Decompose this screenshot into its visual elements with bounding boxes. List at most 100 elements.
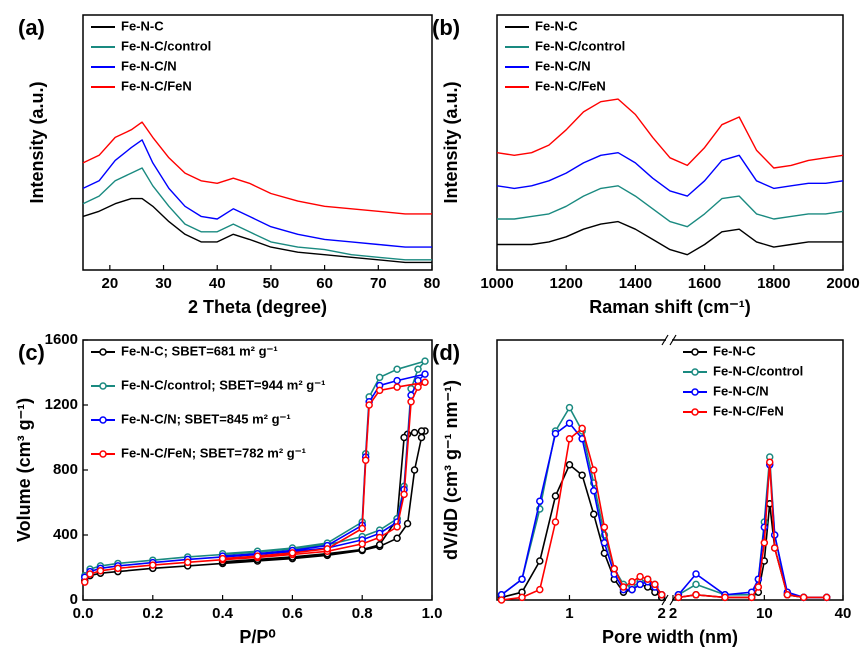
data-point [218, 554, 227, 563]
data-point [657, 591, 666, 599]
x-tick-label: 1.0 [422, 605, 443, 622]
data-point [636, 572, 644, 581]
panel-label: (a) [18, 15, 45, 40]
data-point [361, 456, 370, 464]
legend-marker [99, 382, 107, 390]
y-tick-label: 400 [53, 526, 78, 543]
series-line [497, 220, 843, 256]
x-tick-label: 0.4 [212, 605, 234, 622]
x-tick-label: 30 [155, 275, 172, 292]
data-point [628, 578, 636, 586]
data-point [770, 544, 779, 552]
plot-frame [82, 14, 433, 271]
data-point [410, 428, 419, 437]
legend-label: Fe-N-C/control [535, 38, 625, 53]
x-tick-label: 10 [756, 605, 773, 622]
x-tick-label: 70 [370, 275, 387, 292]
data-point [536, 585, 544, 594]
x-tick-label: 1000 [480, 275, 513, 292]
x-tick-label: 1 [565, 605, 573, 622]
panel-label: (d) [432, 340, 460, 365]
legend-label: Fe-N-C [535, 18, 578, 33]
data-point [183, 558, 192, 567]
x-tick-label: 20 [102, 275, 119, 292]
data-point [400, 433, 408, 442]
x-axis-title: P/P⁰ [239, 627, 275, 647]
data-point [358, 540, 366, 548]
x-tick-label: 1400 [619, 275, 652, 292]
x-tick-label: 60 [316, 275, 333, 292]
data-point [375, 386, 384, 395]
data-point [410, 466, 419, 474]
legend-marker [691, 408, 699, 416]
data-point [400, 490, 408, 499]
x-tick-label: 50 [263, 275, 280, 292]
data-point [610, 565, 619, 573]
data-point [765, 458, 774, 466]
data-point [636, 580, 644, 589]
axis-break [661, 334, 669, 346]
data-point [551, 492, 560, 500]
data-point [600, 539, 609, 547]
data-point [754, 583, 763, 591]
legend-marker [691, 368, 699, 376]
data-point [518, 575, 526, 583]
x-tick-label: 2 [658, 605, 666, 622]
y-axis-title: Intensity (a.u.) [27, 81, 47, 203]
x-tick-label: 0.8 [352, 605, 373, 622]
legend-marker [99, 416, 107, 424]
series-line [82, 167, 432, 261]
legend-label: Fe-N-C/FeN [121, 78, 192, 93]
x-axis-title: Pore width (nm) [602, 627, 738, 647]
legend-marker [99, 348, 107, 356]
data-point [747, 593, 756, 602]
data-point [565, 435, 574, 443]
legend-label: Fe-N-C/control; SBET=944 m² g⁻¹ [121, 377, 325, 392]
data-point [518, 593, 526, 602]
series-line [82, 197, 432, 264]
data-point [497, 596, 506, 604]
series-line [501, 422, 827, 599]
legend-label: Fe-N-C/N [121, 58, 177, 73]
legend-label: Fe-N-C/control [713, 363, 803, 378]
data-point [375, 533, 384, 542]
legend-label: Fe-N-C/FeN [535, 78, 606, 93]
data-point [417, 433, 426, 442]
data-point [551, 518, 560, 526]
plot-frame [496, 14, 844, 271]
data-point [96, 567, 105, 575]
legend-marker [99, 450, 107, 458]
axis-break [661, 594, 669, 606]
x-axis-title: 2 Theta (degree) [188, 297, 327, 317]
data-point [86, 570, 94, 578]
legend-marker [691, 388, 699, 396]
data-point [421, 370, 429, 378]
y-tick-label: 1200 [45, 396, 78, 413]
data-point [565, 461, 574, 469]
series-line [496, 98, 844, 169]
series-line [84, 430, 426, 582]
x-tick-label: 1800 [757, 275, 790, 292]
x-tick-label: 0.6 [282, 605, 303, 622]
data-point [589, 487, 598, 495]
legend-label: Fe-N-C/N; SBET=845 m² g⁻¹ [121, 411, 291, 426]
legend-label: Fe-N-C; SBET=681 m² g⁻¹ [121, 343, 278, 358]
data-point [760, 539, 769, 547]
y-axis-title: Volume (cm³ g⁻¹) [14, 398, 34, 542]
data-point [421, 378, 429, 386]
axis-break-gap [666, 598, 672, 602]
x-tick-label: 80 [424, 275, 441, 292]
series-line [82, 121, 432, 215]
x-tick-label: 2000 [826, 275, 859, 292]
data-point [692, 570, 700, 578]
data-point [674, 593, 683, 602]
plot-frame [496, 339, 844, 601]
x-tick-label: 0.2 [142, 605, 163, 622]
x-tick-label: 40 [209, 275, 226, 292]
data-point [628, 585, 636, 594]
data-point [822, 593, 831, 602]
data-point [551, 429, 560, 438]
data-point [414, 383, 422, 391]
data-point [783, 591, 792, 599]
data-point [536, 557, 544, 565]
